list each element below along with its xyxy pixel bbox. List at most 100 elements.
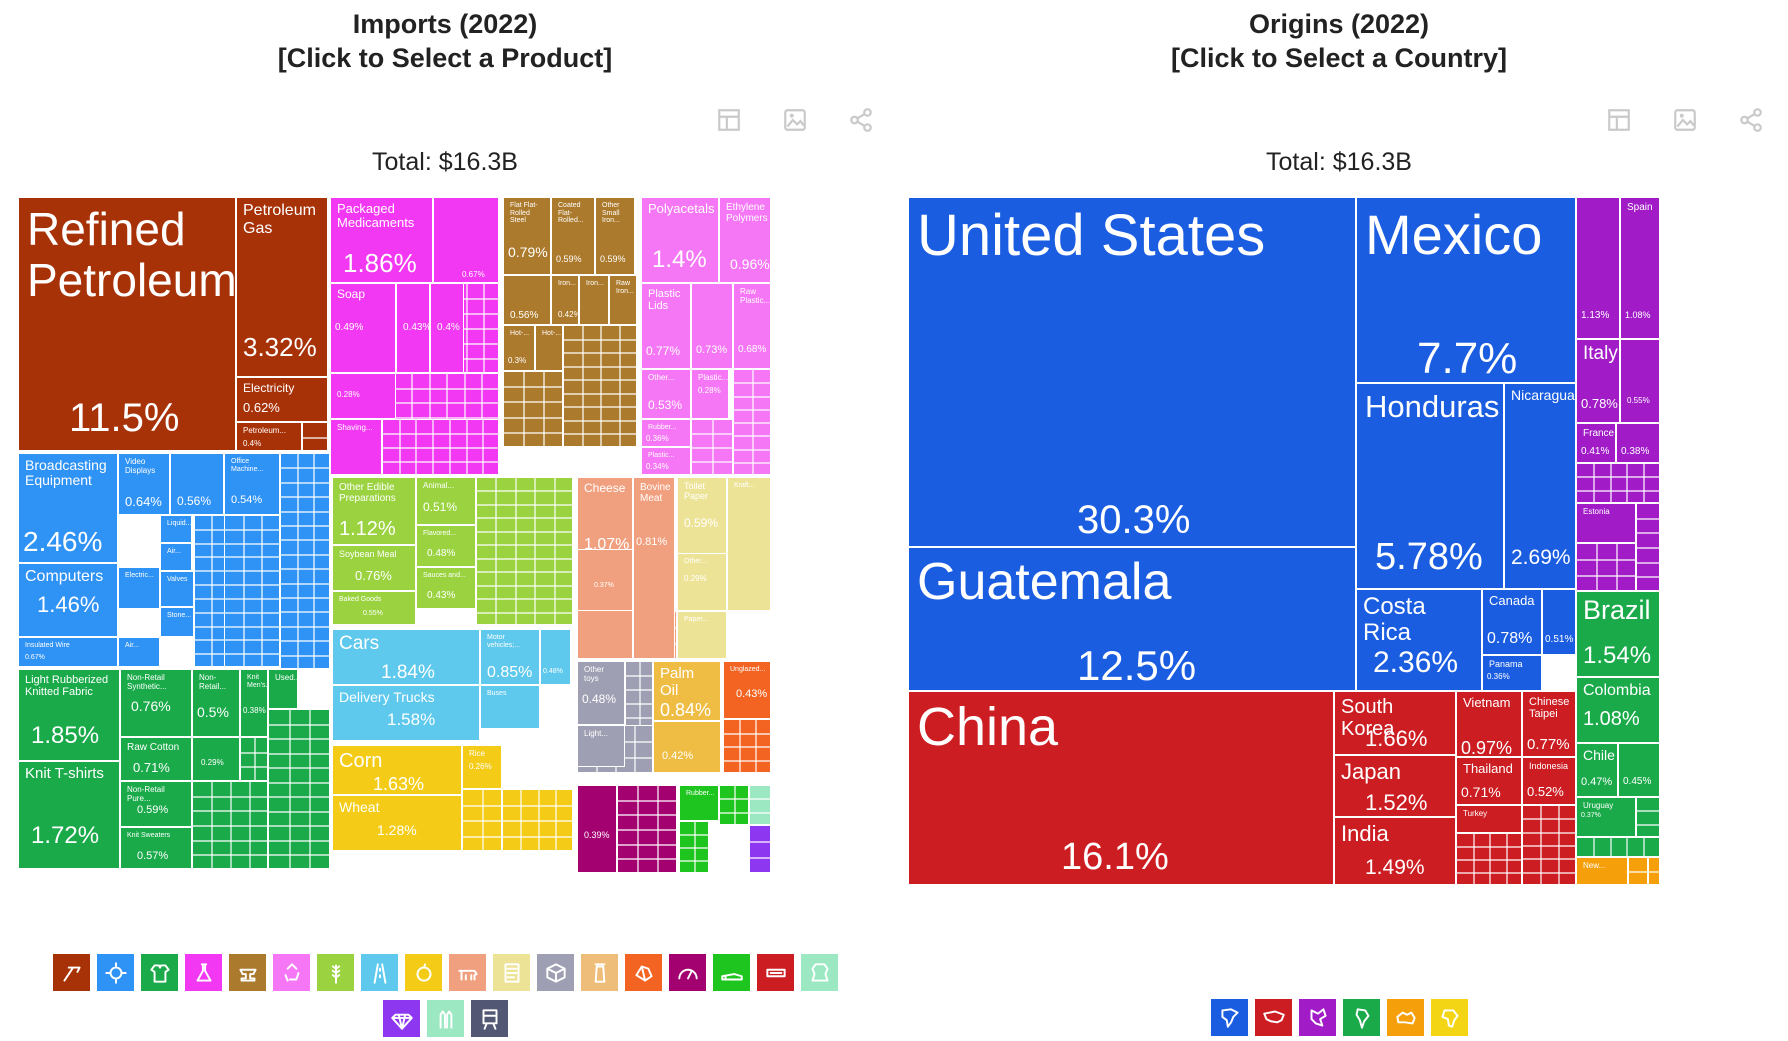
weapons-icon[interactable] [427, 1000, 464, 1037]
origin-tile-small[interactable] [1576, 543, 1636, 591]
import-tile[interactable]: Raw Plastic... 0.68% [733, 283, 771, 369]
origin-tile[interactable]: Colombia 1.08% [1576, 677, 1660, 743]
origin-tile[interactable]: Mexico 7.7% [1356, 197, 1576, 383]
import-tile[interactable]: Office Machine... 0.54% [224, 453, 280, 515]
import-tile[interactable]: Paper... [677, 611, 727, 659]
import-tile[interactable]: Flat Flat-Rolled Steel 0.79% [503, 197, 551, 275]
textiles-icon[interactable] [141, 954, 178, 991]
import-tile-small[interactable] [563, 325, 637, 447]
origin-tile[interactable]: Nicaragua 2.69% [1504, 383, 1576, 589]
import-tile[interactable]: Shaving... [330, 419, 382, 475]
origin-tile-small[interactable] [1522, 805, 1576, 885]
image-icon[interactable] [1672, 107, 1698, 133]
origin-tile[interactable]: 0.55% [1620, 339, 1660, 423]
import-tile[interactable]: 0.56% [170, 453, 224, 515]
image-icon[interactable] [782, 107, 808, 133]
import-tile[interactable]: Corn 1.63% [332, 745, 462, 795]
origin-tile[interactable]: Chile 0.47% [1576, 743, 1618, 797]
import-tile[interactable]: Raw Iron... [609, 275, 637, 325]
asia-icon[interactable] [1255, 999, 1292, 1036]
plastics-rubbers-icon[interactable] [273, 954, 310, 991]
import-tile[interactable]: Refined Petroleum 11.5% [18, 197, 236, 451]
import-tile[interactable]: Plastic Lids 0.77% [641, 283, 691, 369]
import-tile[interactable]: Ethylene Polymers 0.96% [719, 197, 771, 283]
origin-tile-small[interactable] [1456, 833, 1522, 885]
import-tile[interactable]: Electric... [118, 567, 160, 609]
import-tile[interactable]: Iron... [579, 275, 609, 325]
import-tile[interactable]: Other Small Iron... 0.59% [595, 197, 635, 275]
import-tile[interactable]: Hot-... 0.3% [503, 325, 535, 371]
origin-tile[interactable]: Costa Rica 2.36% [1356, 589, 1482, 691]
import-tile[interactable]: Broadcasting Equipment 2.46% [18, 453, 118, 563]
share-icon[interactable] [848, 107, 874, 133]
import-tile[interactable]: Rubber... 0.36% [641, 419, 691, 447]
import-tile[interactable]: Rubber... [679, 785, 719, 821]
origin-tile[interactable]: Estonia [1576, 503, 1636, 543]
africa-icon[interactable] [1431, 999, 1468, 1036]
share-icon[interactable] [1738, 107, 1764, 133]
import-tile[interactable]: Electricity 0.62% [236, 377, 328, 422]
import-tile[interactable]: Air... [160, 543, 192, 571]
import-tile[interactable]: Bovine Meat 0.81% [633, 477, 675, 659]
transportation-icon[interactable] [361, 954, 398, 991]
import-tile[interactable]: Petroleum... 0.4% [236, 422, 302, 451]
import-tile-small[interactable] [476, 477, 573, 625]
origin-tile[interactable]: Vietnam 0.97% [1456, 691, 1522, 757]
import-tile-small[interactable] [280, 453, 330, 669]
table-icon[interactable] [716, 107, 742, 133]
precision-instruments-icon[interactable] [669, 954, 706, 991]
origin-tile[interactable]: Canada 0.78% [1482, 589, 1542, 655]
origin-tile[interactable]: Spain 1.08% [1620, 197, 1660, 339]
origin-tile[interactable]: Indonesia 0.52% [1522, 757, 1576, 805]
animal-hides-icon[interactable] [801, 954, 838, 991]
import-tile[interactable]: Polyacetals 1.4% [641, 197, 719, 283]
import-tile[interactable]: 0.56% [503, 275, 551, 325]
import-tile[interactable]: Knit T-shirts 1.72% [18, 761, 120, 869]
import-tile[interactable]: 0.48% [540, 629, 571, 685]
origin-tile[interactable]: Japan 1.52% [1334, 755, 1456, 817]
import-tile[interactable]: Unglazed... 0.43% [723, 661, 771, 719]
imports-subtitle[interactable]: [Click to Select a Product] [277, 43, 613, 73]
origin-tile[interactable]: France 0.41% [1576, 423, 1616, 463]
origin-tile[interactable]: 1.13% [1576, 197, 1620, 339]
origins-subtitle[interactable]: [Click to Select a Country] [1170, 43, 1508, 73]
import-tile[interactable]: Light Rubberized Knitted Fabric 1.85% [18, 669, 120, 761]
import-tile[interactable]: Liquid... [160, 515, 192, 543]
import-tile[interactable]: Kraft... [727, 477, 771, 611]
import-tile-small[interactable] [617, 785, 677, 873]
import-tile-small[interactable] [192, 781, 268, 869]
import-tile[interactable]: Other... 0.53% [641, 369, 691, 419]
import-tile[interactable]: Cars 1.84% [332, 629, 480, 685]
origin-tile[interactable]: 0.51% [1542, 589, 1576, 655]
origin-tile-small[interactable] [1576, 837, 1660, 857]
import-tile[interactable]: 0.29% [192, 737, 240, 781]
import-tile[interactable]: 0.67% [433, 197, 499, 283]
table-icon[interactable] [1606, 107, 1632, 133]
origin-tile[interactable]: Italy 0.78% [1576, 339, 1620, 423]
import-tile[interactable]: Video Displays 0.64% [118, 453, 170, 515]
import-tile-small[interactable] [503, 371, 563, 447]
import-tile[interactable]: Knit Sweaters 0.57% [120, 827, 192, 869]
import-tile[interactable]: Packaged Medicaments 1.86% [330, 197, 433, 283]
metals-icon[interactable] [229, 954, 266, 991]
import-tile[interactable]: Coated Flat-Rolled... 0.59% [551, 197, 595, 275]
animal-fats-icon[interactable] [581, 954, 618, 991]
import-tile[interactable]: Valves [160, 571, 194, 607]
mineral-products-icon[interactable] [53, 954, 90, 991]
stone-and-glass-icon[interactable] [625, 954, 662, 991]
origin-tile[interactable]: India 1.49% [1334, 817, 1456, 885]
import-tile-small[interactable] [749, 785, 771, 825]
import-tile[interactable]: Plastic... 0.34% [641, 447, 691, 475]
origin-tile[interactable]: Chinese Taipei 0.77% [1522, 691, 1576, 757]
vegetable-products-icon[interactable] [317, 954, 354, 991]
import-tile[interactable]: Soap 0.49% [330, 283, 396, 373]
import-tile[interactable]: 0.4% [430, 283, 464, 373]
origin-tile[interactable]: United States 30.3% [908, 197, 1356, 547]
import-tile[interactable]: 0.39% [577, 785, 617, 873]
import-tile[interactable]: 0.73% [691, 283, 733, 369]
foodstuffs-icon[interactable] [405, 954, 442, 991]
origin-tile[interactable]: 0.45% [1618, 743, 1660, 797]
import-tile[interactable]: Palm Oil 0.84% [653, 661, 721, 721]
import-tile-small[interactable] [733, 369, 771, 475]
miscellaneous-icon[interactable] [757, 954, 794, 991]
